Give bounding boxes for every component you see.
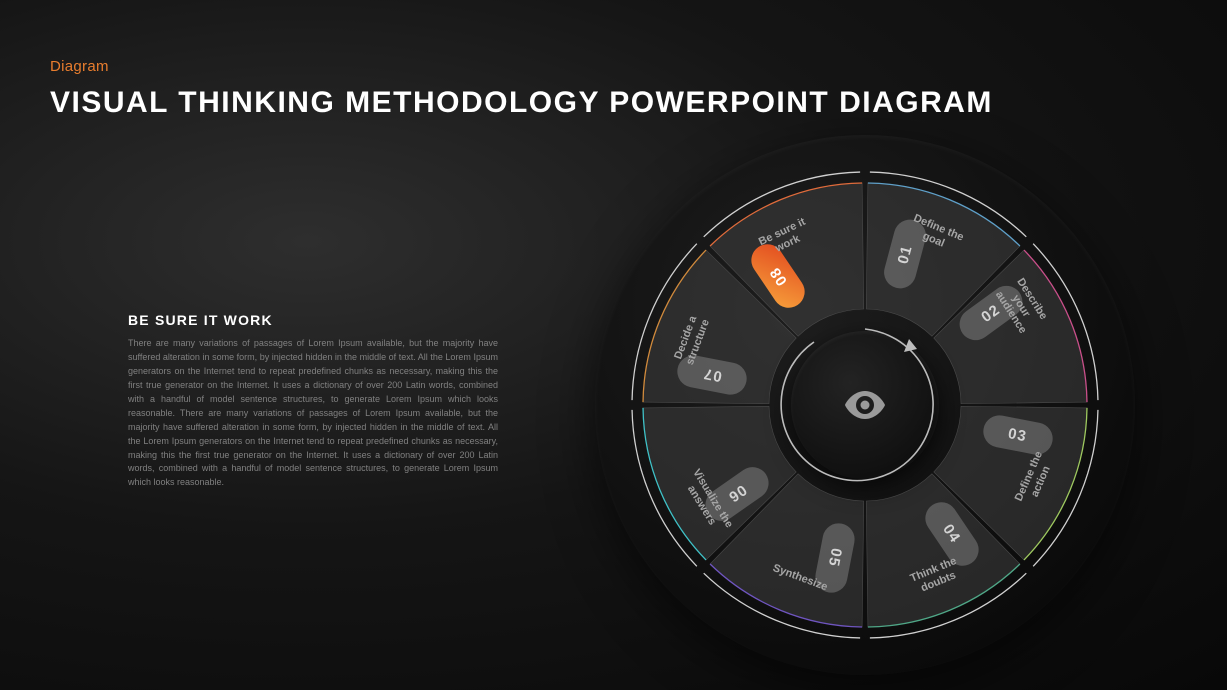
eye-icon	[845, 391, 885, 419]
description-heading: BE SURE IT WORK	[128, 312, 498, 328]
methodology-wheel: 0102030405060708Define the goalDescribe …	[595, 135, 1135, 675]
description-text: There are many variations of passages of…	[128, 337, 498, 490]
description-block: BE SURE IT WORK There are many variation…	[128, 312, 498, 490]
page-title: VISUAL THINKING METHODOLOGY POWERPOINT D…	[50, 86, 993, 120]
wheel-center-hub	[791, 331, 939, 479]
kicker-label: Diagram	[50, 58, 109, 75]
